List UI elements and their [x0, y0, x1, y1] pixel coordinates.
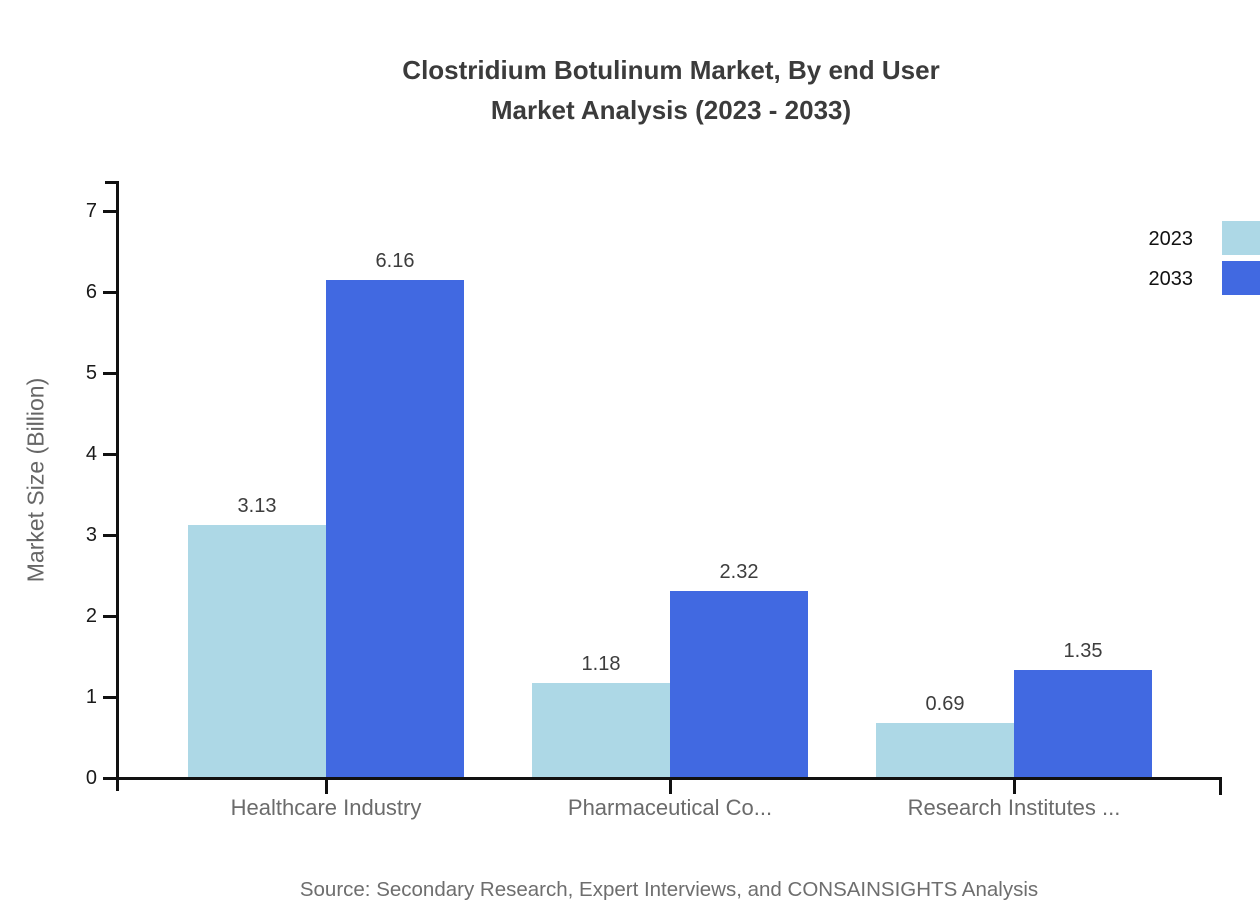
y-tick-label: 4	[85, 443, 97, 465]
bar-2033	[326, 280, 464, 780]
bar-value-label: 6.16	[375, 250, 415, 272]
chart-title-line2: Market Analysis (2023 - 2033)	[490, 95, 852, 125]
bar-value-label: 1.18	[581, 653, 621, 675]
chart-title: Clostridium Botulinum Market, By end Use…	[402, 50, 939, 130]
bar-value-label: 0.69	[925, 693, 965, 715]
legend-label-2033: 2033	[1148, 268, 1194, 290]
y-tick-label: 2	[85, 605, 97, 627]
category-label: Research Institutes ...	[907, 795, 1121, 820]
bar-2033	[1014, 670, 1152, 780]
source-note: Source: Secondary Research, Expert Inter…	[299, 878, 1039, 901]
y-tick-label: 7	[85, 200, 97, 222]
y-tick-label: 0	[85, 767, 97, 789]
chart-title-line1: Clostridium Botulinum Market, By end Use…	[402, 55, 940, 85]
y-tick-line	[103, 696, 119, 699]
category-label: Healthcare Industry	[230, 795, 422, 820]
legend-swatch-2023	[1222, 221, 1260, 255]
y-tick-label: 5	[85, 362, 97, 384]
category-tick	[325, 777, 328, 794]
x-axis-end-cap	[1219, 777, 1222, 795]
bar-2033	[670, 591, 808, 780]
bar-value-label: 2.32	[719, 561, 759, 583]
bar-value-label: 1.35	[1063, 640, 1103, 662]
y-tick-label: 1	[85, 686, 97, 708]
category-label: Pharmaceutical Co...	[567, 795, 773, 820]
bar-value-label: 3.13	[237, 495, 277, 517]
category-tick	[669, 777, 672, 794]
legend-label-2023: 2023	[1148, 228, 1194, 250]
y-tick-line	[103, 615, 119, 618]
y-tick-line	[103, 291, 119, 294]
y-tick-label: 6	[85, 281, 97, 303]
y-tick-line	[103, 534, 119, 537]
y-tick-label: 3	[85, 524, 97, 546]
y-tick-line	[103, 453, 119, 456]
y-axis-line	[116, 181, 119, 791]
category-tick	[1013, 777, 1016, 794]
y-axis-end-cap	[105, 181, 119, 184]
legend-swatch-2033	[1222, 261, 1260, 295]
bar-2023	[876, 723, 1014, 780]
y-tick-line	[103, 372, 119, 375]
bar-2023	[532, 683, 670, 780]
x-axis-line	[103, 777, 1222, 780]
bar-2023	[188, 525, 326, 780]
y-tick-line	[103, 210, 119, 213]
